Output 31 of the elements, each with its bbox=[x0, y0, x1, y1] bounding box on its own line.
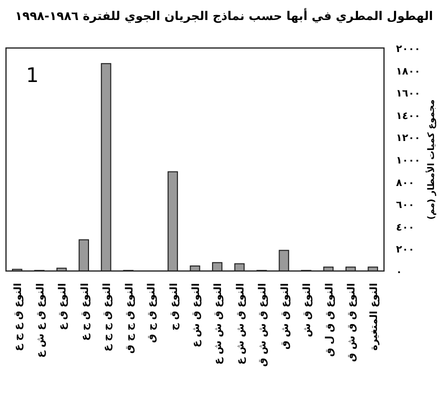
x-tick-label: النوع ق ج ق bbox=[146, 283, 158, 343]
x-tick-label: النوع ق ق ل ق bbox=[324, 283, 336, 357]
y-tick-label: ١٦٠٠ bbox=[396, 88, 420, 100]
x-tick-label: النوع ق ع ج ع bbox=[13, 283, 24, 352]
x-tick-label: النوع ق ج ع bbox=[80, 283, 91, 341]
x-tick-label: النوع ق ع bbox=[58, 283, 69, 330]
x-tick-label: النوع ق ش ش ع bbox=[235, 283, 246, 365]
y-tick-label: ٦٠٠ bbox=[396, 200, 414, 212]
x-tick-label: النوع ق ع ش ع bbox=[35, 283, 46, 358]
x-tick-label: النوع ق ج bbox=[168, 283, 180, 330]
x-tick-label: النوع ق ش ش ع bbox=[213, 283, 224, 365]
y-tick-label: ٠ bbox=[396, 267, 402, 278]
y-tick-label: ١٠٠٠ bbox=[396, 156, 420, 166]
x-tick-label: النوع ق ق ش ق bbox=[346, 283, 358, 362]
y-tick-label: ٤٠٠ bbox=[396, 222, 414, 234]
annotation: 1 bbox=[26, 63, 39, 87]
x-tick-label: النوع ق ج ج ع bbox=[102, 283, 114, 352]
x-tick-label: النوع ق ش ع bbox=[191, 283, 202, 348]
y-axis-title: مجموع كميات الأمطار (مم) bbox=[425, 99, 437, 220]
x-tick-label: النوع ق ش ش ق bbox=[258, 283, 269, 367]
x-tick-label: النوع ق ش ق bbox=[280, 283, 291, 350]
x-tick-label: النوع المتغيرة bbox=[368, 283, 380, 351]
y-tick-label: ٢٠٠ bbox=[396, 244, 414, 256]
y-tick-label: ١٤٠٠ bbox=[396, 110, 420, 122]
y-tick-label: ١٨٠٠ bbox=[396, 66, 420, 78]
y-tick-label: ١٢٠٠ bbox=[396, 133, 420, 144]
y-tick-label: ٨٠٠ bbox=[396, 178, 414, 189]
chart-title: الهطول المطري في أبها حسب نماذج الجريان الجوي للفترة ١٩٨٦-١٩٩٨ bbox=[15, 8, 433, 23]
x-tick-label: النوع ق ج ج ق bbox=[124, 283, 136, 354]
x-tick-label: النوع ق ش bbox=[302, 283, 314, 338]
y-tick-label: ٢٠٠٠ bbox=[396, 44, 420, 55]
